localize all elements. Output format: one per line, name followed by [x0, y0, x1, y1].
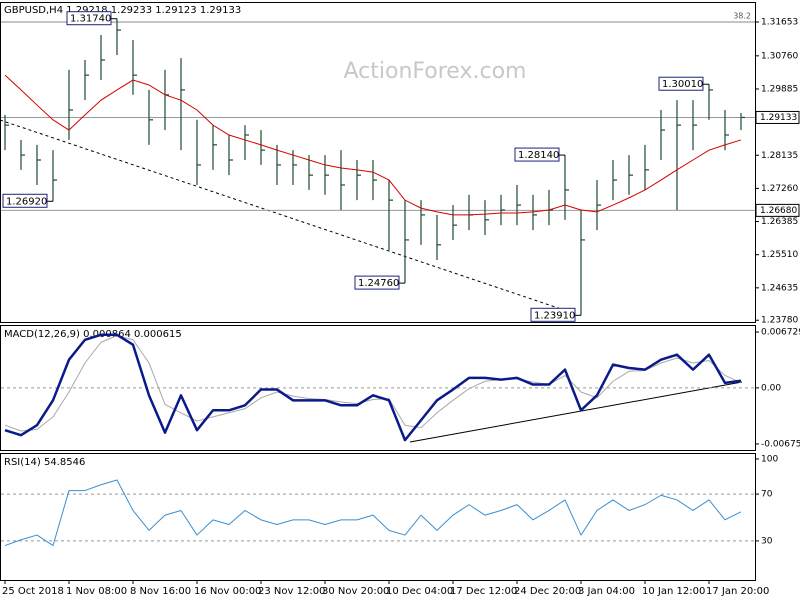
macd-trend-line [409, 381, 743, 443]
indicator-line [4, 333, 742, 442]
y-tick-label: 1.30760 [761, 51, 798, 61]
annotation-label: 1.26920 [6, 196, 47, 207]
annotation-box [354, 275, 400, 290]
y-tick-label: 1.23780 [761, 316, 798, 326]
fib-label: 38.2 [733, 12, 751, 21]
macd-title: MACD(12,26,9) 0.000864 0.000615 [4, 329, 182, 340]
annotation-label: 1.28140 [518, 150, 559, 161]
annotation-label: 1.24760 [358, 278, 399, 289]
x-tick-label: 10 Dec 04:00 [386, 586, 453, 597]
moving-average [4, 74, 742, 216]
x-tick-label: 17 Jan 20:00 [706, 586, 769, 597]
x-tick-label: 24 Dec 20:00 [514, 586, 581, 597]
y-tick-label: 100 [761, 454, 778, 464]
y-tick-label: 70 [761, 490, 773, 500]
x-tick-label: 30 Nov 20:00 [322, 586, 389, 597]
annotation-box [658, 76, 704, 91]
trend-line [0, 119, 571, 313]
annotation-box [66, 11, 112, 26]
annotation-label: 1.31740 [70, 14, 111, 25]
y-tick-label: 30 [761, 536, 773, 546]
watermark: ActionForex.com [344, 59, 527, 84]
y-tick-label: 0.00 [761, 383, 781, 393]
y-tick-label: 0.006729 [761, 328, 800, 338]
price-panel-frame [0, 2, 756, 323]
x-tick-label: 1 Nov 08:00 [66, 586, 127, 597]
y-tick-label: 1.25510 [761, 250, 798, 260]
x-tick-label: 8 Nov 16:00 [130, 586, 191, 597]
rsi-panel-frame [0, 453, 756, 581]
x-tick-label: 3 Jan 04:00 [578, 586, 635, 597]
indicator-line [4, 335, 742, 432]
x-tick-label: 16 Nov 00:00 [194, 586, 261, 597]
y-tick-label: 1.31653 [761, 18, 798, 28]
x-tick-label: 25 Oct 2018 [2, 586, 64, 597]
y-tick-label: -0.006758 [761, 439, 800, 449]
y-tick-label: 1.28135 [761, 151, 798, 161]
indicator-line [4, 479, 742, 547]
x-tick-label: 17 Dec 12:00 [450, 586, 517, 597]
price-level-box [755, 203, 800, 217]
annotation-box [514, 147, 560, 162]
y-tick-label: 1.27260 [761, 184, 798, 194]
y-tick-label: 1.26385 [761, 217, 798, 227]
x-tick-label: 23 Nov 12:00 [258, 586, 325, 597]
annotation-box [2, 193, 48, 208]
y-tick-label: 1.29885 [761, 84, 798, 94]
annotation-box [530, 307, 576, 322]
annotation-label: 1.30010 [662, 79, 703, 90]
rsi-title: RSI(14) 54.8546 [4, 457, 85, 468]
price-level-box [755, 110, 800, 124]
y-tick-label: 1.24635 [761, 283, 798, 293]
price-title: GBPUSD,H4 1.29218 1.29233 1.29123 1.2913… [4, 5, 241, 16]
price-level-label: 1.29133 [760, 113, 797, 123]
x-tick-label: 10 Jan 12:00 [642, 586, 705, 597]
annotation-label: 1.23910 [534, 310, 575, 321]
price-level-label: 1.26680 [760, 206, 797, 216]
